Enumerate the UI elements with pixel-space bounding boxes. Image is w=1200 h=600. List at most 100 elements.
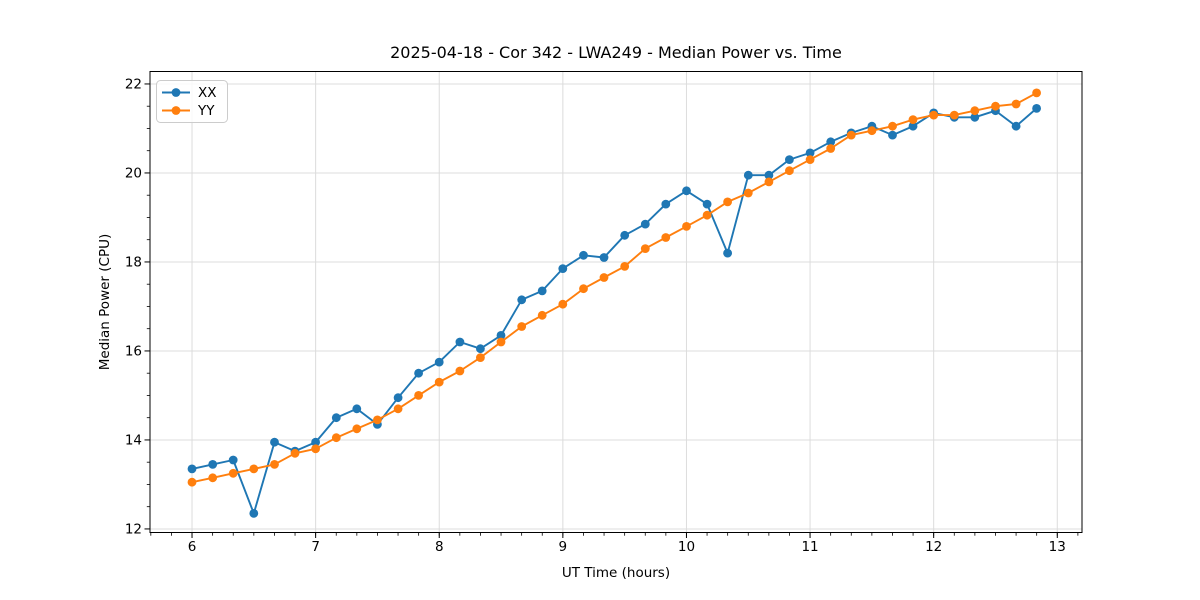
series-xx-point [1011,121,1021,131]
tick-layer: 6 7 8 9 10 11 12 13 12 14 16 18 20 22 [125,76,1079,555]
series-xx-point [702,199,712,209]
series-xx-point [496,331,506,340]
x-axis-label: UT Time (hours) [562,565,670,581]
series-yy-point [1032,88,1041,98]
series-xx-point [558,264,568,273]
series-yy-point [537,310,547,320]
series-yy-line [191,91,1038,484]
series-yy-point [805,155,815,165]
legend-label-yy: YY [197,103,215,119]
x-tick-label: 13 [1049,539,1066,555]
x-tick-label: 7 [311,539,320,555]
legend-box [156,80,228,123]
series-yy-point [970,106,980,116]
series-xx-point [826,137,836,147]
x-tick-label: 12 [925,539,942,555]
y-tick-label: 12 [125,521,142,537]
series-xx-point [228,455,238,465]
y-tick-label: 14 [125,432,142,448]
series-xx-point [476,344,485,354]
y-tick-label: 20 [125,165,142,181]
series-xx-point [517,295,527,305]
series-xx-point [599,253,609,262]
series-yy-point [496,337,506,347]
series-yy-point [434,377,444,387]
series-xx-point [805,148,815,158]
series-yy-point [929,110,939,120]
x-tick-label: 9 [559,539,568,555]
series-xx-point [682,186,691,196]
series-xx-point [537,286,547,296]
series-yy-point [702,210,712,220]
series-yy-point [867,126,877,136]
series-xx-point [640,219,650,229]
chart-title: 2025-04-18 - Cor 342 - LWA249 - Median P… [390,43,842,62]
series-xx-point [908,121,918,131]
y-tick-label: 16 [125,343,142,359]
series-xx-point [1032,104,1041,113]
x-tick-label: 11 [801,539,818,555]
series-yy-point [331,433,341,443]
series-layer [187,88,1041,518]
series-xx-point [764,170,774,180]
series-yy-point [785,166,794,176]
series-yy-point [949,110,959,120]
series-yy-point [620,262,630,271]
x-tick-label: 10 [678,539,695,555]
series-yy-point [764,177,774,187]
series-yy-point [249,464,259,474]
series-xx-point [249,509,259,518]
series-xx-point [579,250,588,260]
grid-layer [150,71,1082,533]
y-axis-label: Median Power (CPU) [97,234,113,370]
series-yy-point [352,424,362,434]
series-yy-point [311,444,320,454]
series-yy-point [476,353,485,362]
series-yy-point [991,101,1000,111]
series-xx-point [270,437,279,447]
series-yy-point [228,468,238,478]
series-yy-point [888,121,897,131]
series-xx-point [970,112,980,122]
series-yy-point [579,284,588,294]
series-yy-point [723,197,732,207]
series-yy-point [373,415,382,425]
series-xx-point [311,437,320,447]
series-xx-point [187,464,197,474]
series-yy-point [1011,99,1021,109]
series-xx-point [208,460,218,469]
series-xx-point [414,368,423,378]
x-tick-label: 8 [435,539,444,555]
series-xx-point [661,199,671,209]
legend-marker-xx [171,88,181,97]
series-xx-point [888,130,897,140]
series-yy-point [414,391,423,400]
series-yy-point [558,299,568,309]
series-yy-point [290,448,300,458]
series-yy-point [682,222,691,231]
series-yy-point [846,130,856,140]
series-yy-point [908,115,918,124]
series-xx-point [723,248,732,258]
legend: XX YY [156,80,228,123]
series-xx-point [352,404,362,414]
series-xx-point [434,357,444,367]
series-yy-point [640,244,650,254]
series-yy-point [599,273,609,282]
plot-border [149,71,1083,533]
series-xx-point [393,393,403,403]
series-yy-point [661,233,671,242]
series-xx-point [620,230,630,240]
series-yy-point [517,322,527,331]
legend-marker-yy [171,106,181,115]
series-xx-point [455,337,465,347]
series-yy-point [393,404,403,414]
y-tick-label: 22 [125,76,142,92]
series-xx-point [331,413,341,423]
series-yy-point [743,188,753,198]
series-yy-point [826,144,836,153]
series-xx-point [743,170,753,180]
series-xx-point [785,155,794,165]
